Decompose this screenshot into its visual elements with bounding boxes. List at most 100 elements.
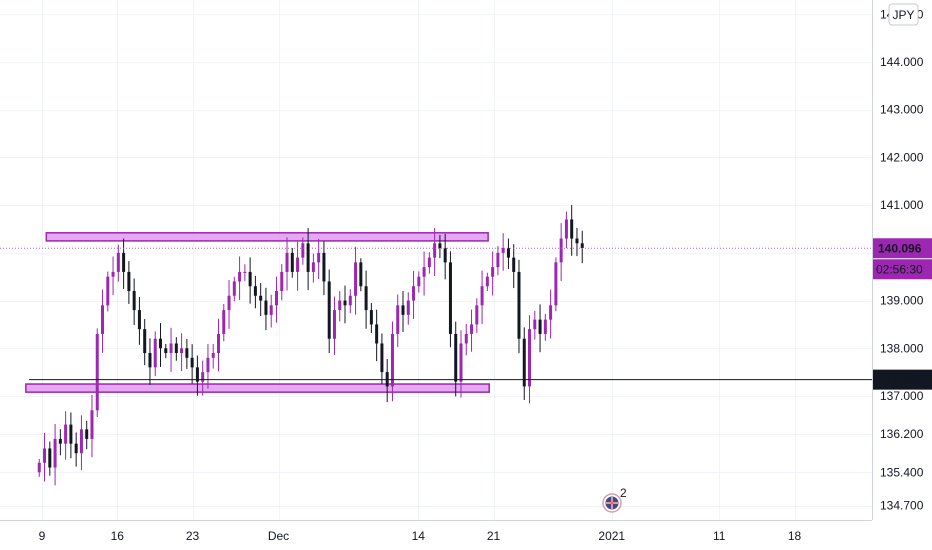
candle-body [216, 333, 220, 354]
grid-layer [0, 0, 872, 520]
current-price-label-bg [873, 238, 932, 259]
candle-body [264, 300, 268, 315]
candle-body [570, 219, 574, 239]
candle-body [238, 271, 242, 282]
countdown-label: 02:56:30 [876, 262, 923, 276]
time-axis-panel[interactable] [0, 520, 932, 550]
candle-body [211, 353, 215, 358]
candle-body [48, 448, 52, 468]
y-tick-label: 135.400 [880, 465, 924, 479]
candle-body [443, 248, 447, 263]
candle-body [116, 252, 120, 272]
candle-body [470, 324, 474, 334]
candle-body [43, 448, 47, 463]
currency-badge[interactable]: JPY [888, 3, 919, 26]
y-tick-label: 144.000 [880, 55, 924, 69]
candle-body [549, 305, 553, 320]
candle-body [580, 243, 584, 249]
candle-body [132, 291, 136, 311]
candle-body [195, 367, 199, 382]
support-zone [25, 383, 490, 393]
candle-body [543, 319, 547, 334]
candle-body [190, 357, 194, 368]
y-tick-label: 138.000 [880, 341, 924, 355]
y-tick-label: 136.200 [880, 427, 924, 441]
news-count: 2 [620, 486, 627, 500]
candle-body [296, 257, 300, 272]
candle-body [259, 295, 263, 301]
candle-body [538, 319, 542, 334]
candle-body [290, 252, 294, 272]
candle-body [506, 248, 510, 258]
x-tick-label: 23 [186, 529, 200, 543]
x-tick-label: 2021 [598, 529, 625, 543]
candle-body [559, 238, 563, 263]
candle-body [564, 219, 568, 239]
candle-body [533, 319, 537, 330]
candle-body [475, 305, 479, 325]
candle-body [37, 462, 41, 473]
y-tick-label: 134.700 [880, 499, 924, 513]
candle-body [528, 329, 532, 387]
candle-body [222, 310, 226, 334]
candle-body [317, 252, 321, 263]
candle-body [311, 262, 315, 272]
candle-body [517, 271, 521, 339]
candle-body [406, 300, 410, 315]
candle-body [243, 271, 247, 273]
candle-body [227, 295, 231, 311]
candle-body [454, 333, 458, 382]
candle-body [512, 257, 516, 272]
candle-body [338, 300, 342, 311]
candle-body [95, 333, 99, 411]
candle-body [322, 252, 326, 282]
candle-body [422, 267, 426, 277]
candle-body [343, 300, 347, 306]
candle-body [306, 243, 310, 272]
countdown-label-bg [873, 259, 932, 280]
y-tick-label: 139.000 [880, 294, 924, 308]
candle-body [369, 310, 373, 325]
y-tick-label: 142.000 [880, 150, 924, 164]
candle-body [359, 262, 363, 287]
candle-body [390, 333, 394, 387]
candle-body [169, 343, 173, 354]
candle-body [201, 372, 205, 382]
candle-body [554, 262, 558, 306]
candle-body [438, 243, 442, 249]
price-label-layer: 140.096 02:56:30 137.342 [873, 238, 932, 390]
candle-body [496, 252, 500, 268]
x-tick-layer: 9 16 23 Dec 14 21 2021 11 18 [39, 529, 802, 543]
candle-body [90, 410, 94, 439]
candle-body [174, 343, 178, 354]
candle-body [348, 295, 352, 306]
news-icon[interactable]: 2 [602, 486, 627, 513]
candle-body [485, 276, 489, 287]
candle-body [522, 338, 526, 387]
y-tick-label: 137.000 [880, 389, 924, 403]
candle-body [122, 252, 126, 272]
candle-layer [37, 205, 584, 486]
candle-body [412, 286, 416, 301]
candle-body [427, 257, 431, 268]
candle-body [58, 438, 62, 444]
candle-body [480, 286, 484, 306]
candle-body [180, 348, 184, 354]
candle-body [396, 305, 400, 334]
candle-body [153, 338, 157, 368]
candle-body [332, 310, 336, 339]
x-tick-label: 16 [111, 529, 125, 543]
candle-body [143, 329, 147, 354]
candle-body [464, 333, 468, 344]
candle-body [280, 271, 284, 292]
candle-body [491, 267, 495, 277]
candle-body [364, 286, 368, 311]
candle-body [375, 324, 379, 344]
candle-body [433, 243, 437, 258]
candle-body [354, 262, 358, 296]
y-tick-label: 143.000 [880, 103, 924, 117]
candle-body [253, 286, 257, 296]
candle-body [127, 271, 131, 292]
candle-body [79, 429, 83, 454]
